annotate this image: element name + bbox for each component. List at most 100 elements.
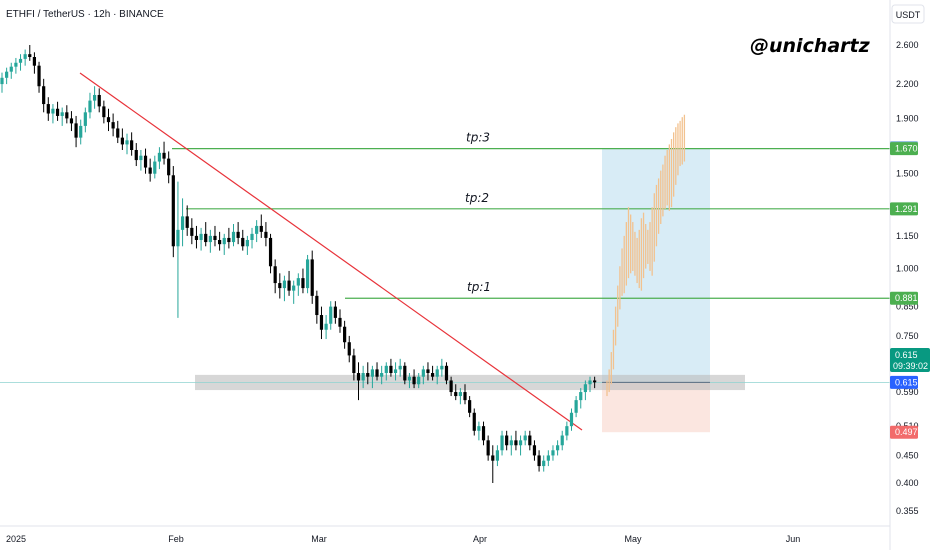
candle [463,384,467,405]
candle [130,132,134,156]
profit-zone[interactable] [602,148,710,383]
currency-button[interactable] [891,4,925,24]
candle [264,222,268,247]
candle [389,358,393,377]
candle [134,143,138,167]
candle [500,430,504,456]
candle [287,270,291,296]
candle [495,445,500,467]
currency-button-label: USDT [896,10,921,20]
candle [83,107,87,133]
candle [157,147,162,170]
price-box: 0.881 [890,291,918,305]
candle [329,301,333,330]
candle [542,455,546,472]
candle [180,198,185,247]
candle [380,365,384,385]
last-price-box [890,348,930,372]
candle [282,275,287,302]
candle [518,435,523,456]
candle [106,108,111,132]
candle [296,273,300,296]
candle [579,388,583,409]
tp-label: tp:1 [467,280,491,294]
candle [407,373,412,389]
candle [356,362,361,401]
candle [241,229,245,251]
candle [528,430,532,451]
y-tick-label: 0.450 [896,450,919,460]
candle [569,408,574,431]
candle [315,290,319,324]
y-tick-label: 1.000 [896,264,919,274]
candle [468,396,472,418]
candle [593,376,597,389]
candle [9,62,13,79]
candle [74,115,78,148]
candle [583,380,587,401]
candle [32,52,37,74]
candle [310,250,314,304]
y-tick-label: 0.750 [896,331,919,341]
candle [486,435,490,461]
candle [361,365,365,389]
candle [222,233,226,255]
last-price-countdown: 09:39:02 [893,361,928,371]
position-zones [0,148,890,433]
time-axis[interactable]: 2025 Feb Mar Apr May Jun [0,525,890,544]
projected-path [606,114,686,397]
candle [213,225,217,247]
candle [55,101,60,121]
candle [546,450,550,467]
candle [69,111,74,132]
downtrend-line[interactable] [79,72,583,431]
candle [338,309,342,333]
candle [393,362,398,381]
candle [111,113,115,137]
candle [42,78,46,113]
candle [454,384,458,401]
candle [523,430,527,446]
candle [556,440,560,456]
y-tick-label: 0.850 [896,302,919,312]
candle [370,365,374,389]
x-tick-label: Apr [473,534,487,544]
candle [79,119,83,145]
candle [194,225,199,249]
candle [537,450,541,472]
candle [440,358,444,377]
candle [51,104,55,124]
candle [208,229,212,253]
candle [65,105,69,124]
candle [551,445,555,461]
candle [532,440,537,461]
candle [18,54,23,71]
candle [116,120,120,144]
candle [301,268,305,294]
svg-text:1.291: 1.291 [895,204,918,214]
candle [171,166,175,258]
candle [375,362,379,381]
candle [153,155,157,179]
candle [514,430,518,451]
stop-zone[interactable] [602,382,710,433]
candle [143,148,148,174]
y-tick-label: 1.900 [896,113,919,123]
candle [319,306,324,340]
candle [60,107,64,126]
x-tick-label: May [624,534,642,544]
y-tick-label: 2.200 [896,79,919,89]
candle [509,435,513,456]
candle [190,218,194,245]
candle [278,273,282,299]
candle [199,227,203,251]
svg-text:1.670: 1.670 [895,144,918,154]
y-tick-label: 0.355 [896,506,919,516]
candle [417,373,421,389]
price-axis[interactable]: 2.600 2.200 1.900 1.500 1.150 1.000 0.850 0.750… [889,0,919,550]
candle [324,315,328,340]
candle [398,358,402,377]
candle [421,365,425,385]
candle [125,133,129,155]
